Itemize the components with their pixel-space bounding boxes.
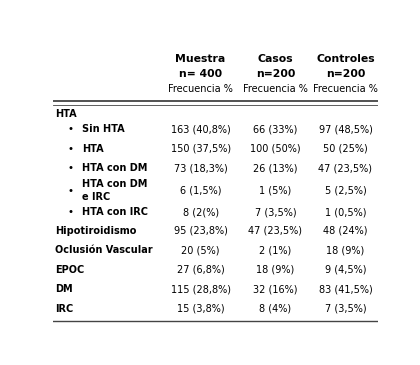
Text: 26 (13%): 26 (13%) bbox=[253, 163, 298, 173]
Text: Controles: Controles bbox=[316, 54, 375, 64]
Text: 73 (18,3%): 73 (18,3%) bbox=[174, 163, 228, 173]
Text: •: • bbox=[67, 124, 74, 134]
Text: •: • bbox=[67, 163, 74, 173]
Text: 95 (23,8%): 95 (23,8%) bbox=[173, 226, 228, 236]
Text: 150 (37,5%): 150 (37,5%) bbox=[171, 144, 231, 154]
Text: 15 (3,8%): 15 (3,8%) bbox=[177, 304, 224, 314]
Text: Hipotiroidismo: Hipotiroidismo bbox=[55, 226, 136, 236]
Text: 48 (24%): 48 (24%) bbox=[323, 226, 368, 236]
Text: Frecuencia %: Frecuencia % bbox=[243, 84, 308, 94]
Text: •: • bbox=[67, 144, 74, 154]
Text: 97 (48,5%): 97 (48,5%) bbox=[318, 124, 373, 134]
Text: 8 (2(%): 8 (2(%) bbox=[183, 207, 219, 217]
Text: •: • bbox=[67, 186, 74, 196]
Text: 83 (41,5%): 83 (41,5%) bbox=[319, 284, 372, 294]
Text: 32 (16%): 32 (16%) bbox=[253, 284, 298, 294]
Text: 115 (28,8%): 115 (28,8%) bbox=[171, 284, 231, 294]
Text: 8 (4%): 8 (4%) bbox=[260, 304, 291, 314]
Text: 27 (6,8%): 27 (6,8%) bbox=[177, 265, 224, 275]
Text: n= 400: n= 400 bbox=[179, 69, 222, 79]
Text: Casos: Casos bbox=[257, 54, 293, 64]
Text: Muestra: Muestra bbox=[176, 54, 226, 64]
Text: 100 (50%): 100 (50%) bbox=[250, 144, 301, 154]
Text: 66 (33%): 66 (33%) bbox=[253, 124, 298, 134]
Text: 18 (9%): 18 (9%) bbox=[256, 265, 294, 275]
Text: Frecuencia %: Frecuencia % bbox=[168, 84, 233, 94]
Text: HTA: HTA bbox=[82, 144, 103, 154]
Text: 1 (0,5%): 1 (0,5%) bbox=[325, 207, 366, 217]
Text: 163 (40,8%): 163 (40,8%) bbox=[171, 124, 231, 134]
Text: 47 (23,5%): 47 (23,5%) bbox=[249, 226, 302, 236]
Text: 20 (5%): 20 (5%) bbox=[181, 245, 220, 255]
Text: 7 (3,5%): 7 (3,5%) bbox=[325, 304, 366, 314]
Text: DM: DM bbox=[55, 284, 73, 294]
Text: 5 (2,5%): 5 (2,5%) bbox=[325, 186, 366, 196]
Text: EPOC: EPOC bbox=[55, 265, 84, 275]
Text: n=200: n=200 bbox=[326, 69, 365, 79]
Text: HTA con IRC: HTA con IRC bbox=[82, 207, 148, 217]
Text: 18 (9%): 18 (9%) bbox=[326, 245, 365, 255]
Text: Oclusión Vascular: Oclusión Vascular bbox=[55, 245, 153, 255]
Text: Frecuencia %: Frecuencia % bbox=[313, 84, 378, 94]
Text: 2 (1%): 2 (1%) bbox=[259, 245, 291, 255]
Text: n=200: n=200 bbox=[256, 69, 295, 79]
Text: Sin HTA: Sin HTA bbox=[82, 124, 124, 134]
Text: 9 (4,5%): 9 (4,5%) bbox=[325, 265, 366, 275]
Text: 7 (3,5%): 7 (3,5%) bbox=[255, 207, 296, 217]
Text: IRC: IRC bbox=[55, 304, 74, 314]
Text: 1 (5%): 1 (5%) bbox=[259, 186, 291, 196]
Text: 50 (25%): 50 (25%) bbox=[323, 144, 368, 154]
Text: 47 (23,5%): 47 (23,5%) bbox=[318, 163, 373, 173]
Text: HTA con DM
e IRC: HTA con DM e IRC bbox=[82, 180, 147, 202]
Text: HTA: HTA bbox=[55, 109, 77, 119]
Text: HTA con DM: HTA con DM bbox=[82, 163, 147, 173]
Text: •: • bbox=[67, 207, 74, 217]
Text: 6 (1,5%): 6 (1,5%) bbox=[180, 186, 221, 196]
